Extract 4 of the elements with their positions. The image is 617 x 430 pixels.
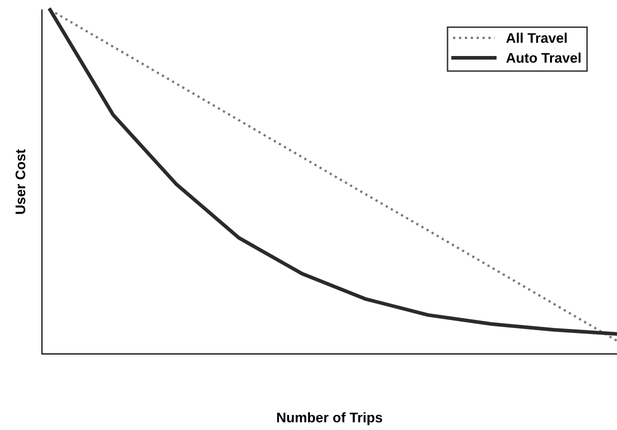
y-axis-title: User Cost: [15, 149, 26, 214]
x-axis-title: Number of Trips: [277, 412, 382, 426]
legend-label: Auto Travel: [506, 52, 581, 63]
legend-label: All Travel: [506, 32, 567, 43]
